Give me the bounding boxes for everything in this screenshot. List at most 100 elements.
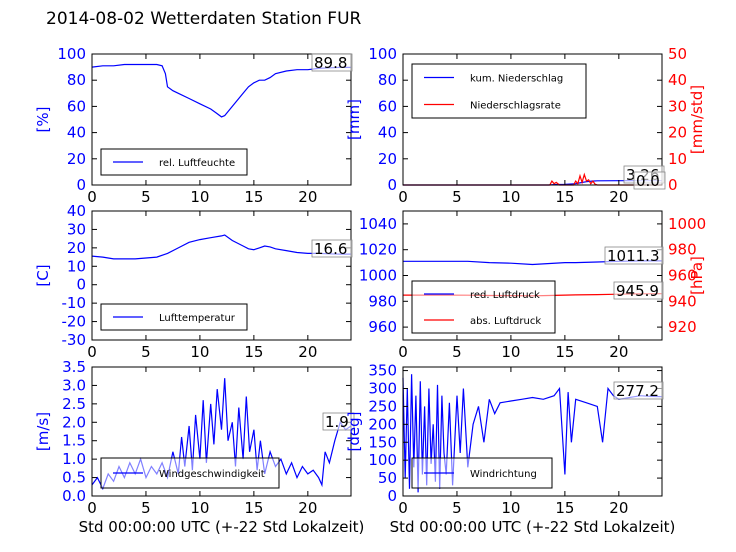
x-tick-label: 20: [298, 499, 317, 517]
value-annotation: 0.0: [636, 172, 660, 190]
y-axis-label: [m/s]: [34, 412, 52, 451]
y-tick-label: 300: [368, 380, 397, 398]
x-tick-label: 5: [452, 188, 462, 206]
legend-label: Lufttemperatur: [159, 313, 236, 324]
x-tick-label: 0: [398, 188, 408, 206]
y-tick-label: 20: [378, 150, 397, 168]
y-tick-label: 80: [378, 71, 397, 89]
y-tick-label: 250: [368, 397, 397, 415]
y-tick-label: 3.0: [62, 376, 86, 394]
axes-frame: [402, 366, 663, 497]
y-tick-label: 2.0: [62, 413, 86, 431]
y-tick-label: 0: [387, 487, 397, 505]
y-tick-label: 20: [67, 239, 86, 257]
legend-label: Windrichtung: [470, 469, 537, 480]
value-box: [613, 281, 664, 300]
x-tick-label: 0: [87, 499, 97, 517]
y-tick-label: -30: [62, 331, 87, 349]
y-tick-label: -20: [62, 313, 87, 331]
y-tick-label: 20: [67, 150, 86, 168]
y-tick-label: 60: [67, 97, 86, 115]
legend-label: Niederschlagsrate: [470, 101, 561, 112]
y-tick-label: 0: [76, 276, 86, 294]
legend-label: Windgeschwindigkeit: [159, 469, 265, 480]
y2-tick-label: 10: [668, 150, 687, 168]
y2-axis-label: [mm/std]: [688, 85, 706, 154]
value-annotation: 1011.3: [607, 247, 660, 265]
y2-tick-label: 40: [668, 71, 687, 89]
y-tick-label: -10: [62, 294, 87, 312]
y-tick-label: 0.0: [62, 487, 86, 505]
y-tick-label: 0.5: [62, 469, 86, 487]
y-tick-label: 10: [67, 257, 86, 275]
legend-label: abs. Luftdruck: [470, 316, 541, 327]
x-tick-label: 10: [501, 499, 520, 517]
y-axis-label: [C]: [34, 264, 52, 286]
y-axis-label: [%]: [34, 107, 52, 133]
x-tick-label: 15: [555, 499, 574, 517]
y2-tick-label: 960: [668, 267, 697, 285]
legend-label: rel. Luftfeuchte: [159, 158, 235, 169]
y-tick-label: 100: [57, 45, 86, 63]
x-tick-label: 5: [141, 499, 151, 517]
value-box: [311, 53, 353, 72]
axes-frame: [91, 210, 352, 341]
chart-panel-1: 0 5 10 15 20 0 20 40 60 80 100 [%] rel. Luftfeuchte 8…: [34, 45, 353, 206]
y-tick-label: 40: [67, 202, 86, 220]
value-annotation: 89.8: [314, 54, 347, 72]
x-tick-label: 5: [141, 343, 151, 361]
series-line-1: [403, 180, 662, 186]
x-tick-label: 15: [244, 343, 263, 361]
y-tick-label: 200: [368, 415, 397, 433]
y-tick-label: 350: [368, 362, 397, 380]
axes-frame: [91, 366, 352, 497]
y-tick-label: 980: [368, 292, 397, 310]
y2-tick-label: 1000: [668, 215, 706, 233]
x-tick-label: 10: [190, 343, 209, 361]
legend-label: kum. Niederschlag: [470, 74, 563, 85]
x-tick-label: 20: [298, 188, 317, 206]
legend-box: [411, 280, 556, 334]
y-tick-label: 0: [76, 176, 86, 194]
x-tick-label: 0: [87, 343, 97, 361]
y2-tick-label: 940: [668, 292, 697, 310]
x-tick-label: 20: [609, 188, 628, 206]
y-tick-label: 50: [378, 469, 397, 487]
y2-axis-label: [hPa]: [688, 256, 706, 295]
chart-panel-3: 0 5 10 15 20-30-20-10010203040[C]Lufttempera…: [34, 202, 353, 361]
x-tick-label: 10: [501, 343, 520, 361]
value-box: [613, 381, 664, 400]
y-tick-label: 960: [368, 318, 397, 336]
y-tick-label: 80: [67, 71, 86, 89]
x-tick-label: 20: [298, 343, 317, 361]
y-tick-label: 2.5: [62, 395, 86, 413]
x-tick-label: 10: [190, 499, 209, 517]
x-tick-label: 0: [87, 188, 97, 206]
value-annotation: 945.9: [616, 282, 659, 300]
y2-tick-label: 20: [668, 124, 687, 142]
chart-panel-4: 0 5 10 15 20 960 980 1000 1020 1040 920 940 960 980 10…: [359, 210, 706, 361]
x-axis-label: Std 00:00:00 UTC (+-22 Std Lokalzeit): [390, 518, 676, 536]
x-axis-label: Std 00:00:00 UTC (+-22 Std Lokalzeit): [79, 518, 365, 536]
series-line-1: [91, 234, 351, 260]
y-tick-label: 150: [368, 433, 397, 451]
x-tick-label: 15: [244, 499, 263, 517]
x-tick-label: 0: [398, 499, 408, 517]
x-tick-label: 10: [190, 188, 209, 206]
value-box: [604, 246, 664, 265]
series-line-2: [403, 172, 662, 186]
x-tick-label: 20: [609, 343, 628, 361]
y-tick-label: 1.5: [62, 432, 86, 450]
chart-panel-5: 0 5 10 15 20 0.00.51.01.52.02.53.03.5 [m/s] Std…: [34, 358, 364, 536]
x-tick-label: 20: [609, 499, 628, 517]
figure-title: 2014-08-02 Wetterdaten Station FUR: [46, 9, 362, 29]
x-tick-label: 10: [501, 188, 520, 206]
x-tick-label: 5: [141, 188, 151, 206]
y2-tick-label: 980: [668, 241, 697, 259]
y-tick-label: 1040: [359, 215, 397, 233]
value-box: [311, 239, 353, 258]
value-annotation: 277.2: [616, 382, 659, 400]
x-tick-label: 5: [452, 343, 462, 361]
x-tick-label: 15: [555, 343, 574, 361]
